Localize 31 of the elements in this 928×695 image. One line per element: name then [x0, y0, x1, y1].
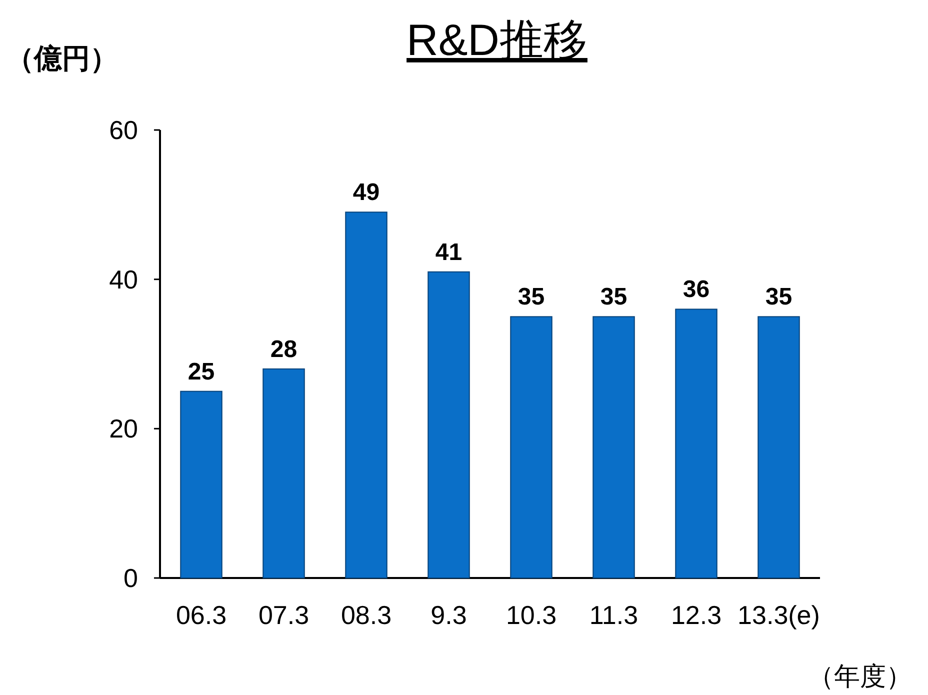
data-label: 35 — [600, 284, 628, 311]
bar — [592, 316, 635, 578]
bar — [180, 390, 222, 578]
y-tick-label: 60 — [109, 115, 138, 145]
data-label: 28 — [270, 336, 298, 363]
bar — [758, 316, 800, 578]
x-tick-label: 07.3 — [258, 600, 310, 630]
data-label: 36 — [682, 276, 710, 304]
y-tick-label: 20 — [109, 414, 138, 444]
y-tick-label: 40 — [109, 264, 138, 294]
x-tick-label: 9.3 — [430, 600, 467, 630]
data-label: 49 — [352, 179, 380, 206]
data-label: 35 — [518, 284, 545, 311]
y-axis-title: （億円） — [6, 43, 118, 74]
bar — [675, 308, 718, 578]
data-label: 35 — [765, 284, 792, 311]
bar — [345, 212, 388, 578]
y-tick-label: 0 — [124, 563, 138, 593]
x-tick-label: 10.3 — [506, 600, 557, 630]
x-tick-label: 11.3 — [589, 600, 638, 630]
bar — [510, 316, 552, 578]
data-label: 25 — [188, 358, 215, 386]
bar — [262, 368, 305, 578]
x-axis-title: （年度） — [808, 661, 912, 691]
data-label: 41 — [435, 238, 462, 266]
x-tick-label: 08.3 — [340, 600, 392, 630]
x-tick-label: 06.3 — [176, 600, 227, 630]
x-tick-label: 12.3 — [670, 600, 722, 630]
chart-title: R&D推移 — [406, 16, 588, 65]
x-tick-label: 13.3(e) — [738, 600, 820, 630]
bar — [428, 271, 470, 578]
